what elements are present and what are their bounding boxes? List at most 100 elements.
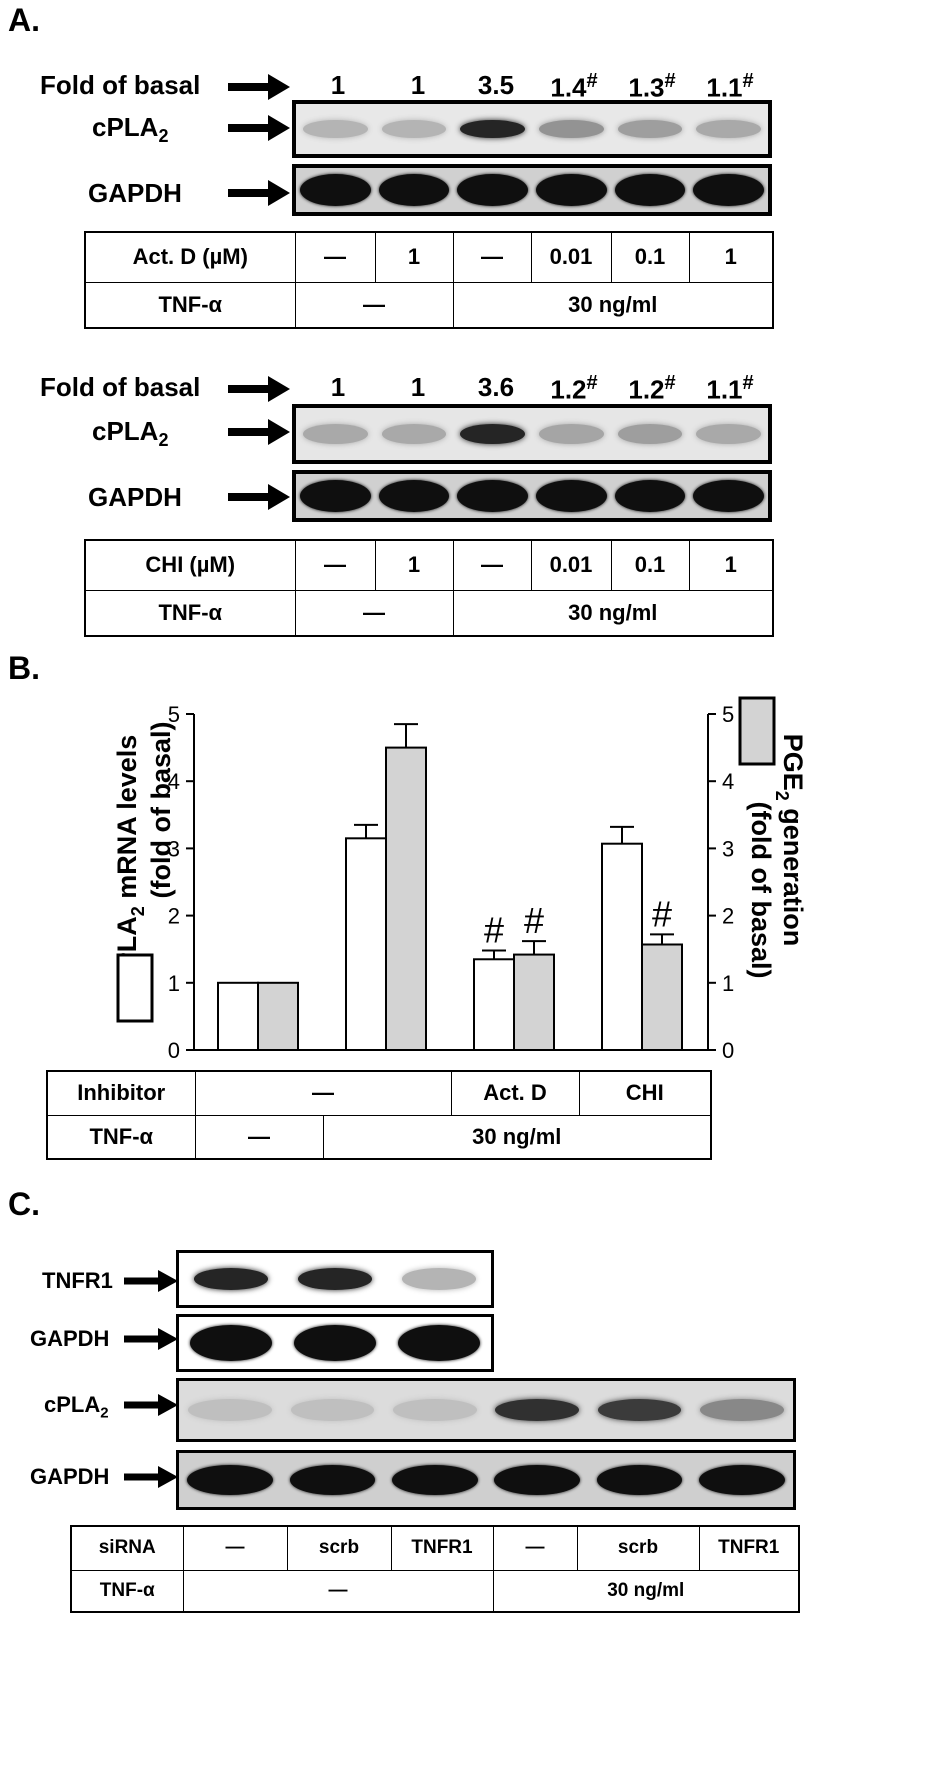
row-label: Act. D (µM) bbox=[84, 231, 296, 283]
bar bbox=[641, 943, 683, 1051]
blot-band bbox=[187, 1465, 274, 1495]
arrow-icon bbox=[228, 484, 290, 515]
panel-b-letter: B. bbox=[8, 650, 40, 686]
blot-band bbox=[299, 174, 371, 206]
blot-band bbox=[535, 480, 607, 512]
cell: 1 bbox=[688, 539, 774, 591]
bar bbox=[513, 953, 555, 1051]
bar bbox=[473, 958, 515, 1051]
blot-band bbox=[188, 1399, 273, 1421]
left-y-axis-label: cPLA2 mRNA levels bbox=[112, 735, 148, 986]
blot-band bbox=[698, 1465, 785, 1495]
fold-value: 1.1# bbox=[706, 372, 754, 405]
cell: TNFR1 bbox=[390, 1525, 494, 1571]
blot-band bbox=[614, 480, 686, 512]
blot-band bbox=[190, 1325, 272, 1361]
cell: — bbox=[182, 1569, 494, 1613]
blot-band bbox=[539, 120, 604, 138]
fold-value: 3.5 bbox=[477, 70, 515, 100]
bar bbox=[257, 981, 299, 1051]
right-tick-label: 3 bbox=[722, 836, 734, 861]
row-label: TNF-α bbox=[84, 281, 296, 329]
blot-band bbox=[617, 120, 683, 138]
blot-band bbox=[299, 480, 371, 512]
arrow-icon bbox=[124, 1466, 178, 1493]
left-tick-label: 3 bbox=[168, 836, 180, 861]
row-label: TNF-α bbox=[46, 1114, 196, 1160]
panel-c-gapdh1-label: GAPDH bbox=[30, 1326, 110, 1351]
cell: scrb bbox=[286, 1525, 392, 1571]
arrow-icon bbox=[124, 1270, 178, 1297]
cell: — bbox=[182, 1525, 288, 1571]
left-tick-label: 0 bbox=[168, 1038, 180, 1063]
blot-band bbox=[398, 1325, 480, 1361]
cell: 30 ng/ml bbox=[452, 589, 774, 637]
cell: Act. D bbox=[450, 1070, 580, 1116]
panel-a-top-gapdh-blot bbox=[292, 164, 772, 216]
blot-band bbox=[294, 1325, 376, 1361]
panel-a-bottom-gapdh-label: GAPDH bbox=[88, 482, 182, 512]
fold-value: 1.1# bbox=[706, 70, 754, 103]
blot-band bbox=[696, 120, 761, 138]
legend-swatch-mrna bbox=[116, 953, 154, 1023]
blot-band bbox=[401, 1268, 477, 1290]
cell: — bbox=[194, 1070, 452, 1116]
significance-mark: # bbox=[524, 900, 544, 941]
legend-swatch-pge2 bbox=[738, 696, 776, 766]
cell: — bbox=[452, 231, 532, 283]
panel-a-top-fold-label: Fold of basal bbox=[40, 70, 201, 100]
blot-band bbox=[392, 1399, 477, 1421]
row-label: CHI (µM) bbox=[84, 539, 296, 591]
cell: 0.1 bbox=[610, 539, 690, 591]
fold-value: 1.2# bbox=[550, 372, 598, 405]
cell: 1 bbox=[688, 231, 774, 283]
left-tick-label: 1 bbox=[168, 971, 180, 996]
blot-band bbox=[381, 424, 447, 444]
blot-band bbox=[457, 480, 529, 512]
arrow-icon bbox=[228, 376, 290, 407]
fold-value: 3.6 bbox=[477, 372, 515, 402]
cell: 1 bbox=[374, 231, 454, 283]
cell: TNFR1 bbox=[698, 1525, 800, 1571]
panel-a-top-cpla2-blot bbox=[292, 100, 772, 158]
cell: — bbox=[452, 539, 532, 591]
cell: — bbox=[294, 589, 454, 637]
panel-c-cpla2-label: cPLA2 bbox=[44, 1392, 109, 1422]
panel-c-gapdh2-blot bbox=[176, 1450, 796, 1510]
fold-value: 1.2# bbox=[628, 372, 676, 405]
blot-band bbox=[289, 1465, 376, 1495]
significance-mark: # bbox=[484, 910, 504, 951]
cell: — bbox=[294, 539, 376, 591]
cell: — bbox=[294, 281, 454, 329]
panel-b-bar-chart: 0 01 12 23 34 45 5# # #cPLA2 mRNA levels (fold of… bbox=[112, 696, 808, 1063]
panel-c-tnfr1-blot bbox=[176, 1250, 494, 1308]
blot-band bbox=[597, 1399, 682, 1421]
arrow-icon bbox=[228, 115, 290, 146]
panel-a-top-gapdh-label: GAPDH bbox=[88, 178, 182, 208]
blot-band bbox=[693, 174, 765, 206]
cell: 1 bbox=[374, 539, 454, 591]
cell: 30 ng/ml bbox=[492, 1569, 800, 1613]
panel-c-letter: C. bbox=[8, 1186, 40, 1222]
bar bbox=[345, 837, 387, 1051]
blot-band bbox=[699, 1399, 784, 1421]
blot-band bbox=[193, 1268, 269, 1290]
arrow-icon bbox=[124, 1328, 178, 1355]
blot-band bbox=[457, 174, 529, 206]
right-tick-label: 2 bbox=[722, 904, 734, 929]
blot-band bbox=[290, 1399, 375, 1421]
row-label: TNF-α bbox=[84, 589, 296, 637]
blot-band bbox=[391, 1465, 478, 1495]
row-label: Inhibitor bbox=[46, 1070, 196, 1116]
blot-band bbox=[614, 174, 686, 206]
blot-band bbox=[596, 1465, 683, 1495]
panel-c-tnfr1-label: TNFR1 bbox=[42, 1268, 113, 1293]
fold-value: 1 bbox=[410, 372, 426, 402]
blot-band bbox=[297, 1268, 373, 1290]
cell: 0.01 bbox=[530, 231, 612, 283]
cell: — bbox=[194, 1114, 324, 1160]
panel-a-letter: A. bbox=[8, 2, 40, 38]
blot-band bbox=[460, 120, 525, 138]
panel-a-bottom-cpla2-label: cPLA2 bbox=[92, 416, 169, 451]
row-label: TNF-α bbox=[70, 1569, 184, 1613]
